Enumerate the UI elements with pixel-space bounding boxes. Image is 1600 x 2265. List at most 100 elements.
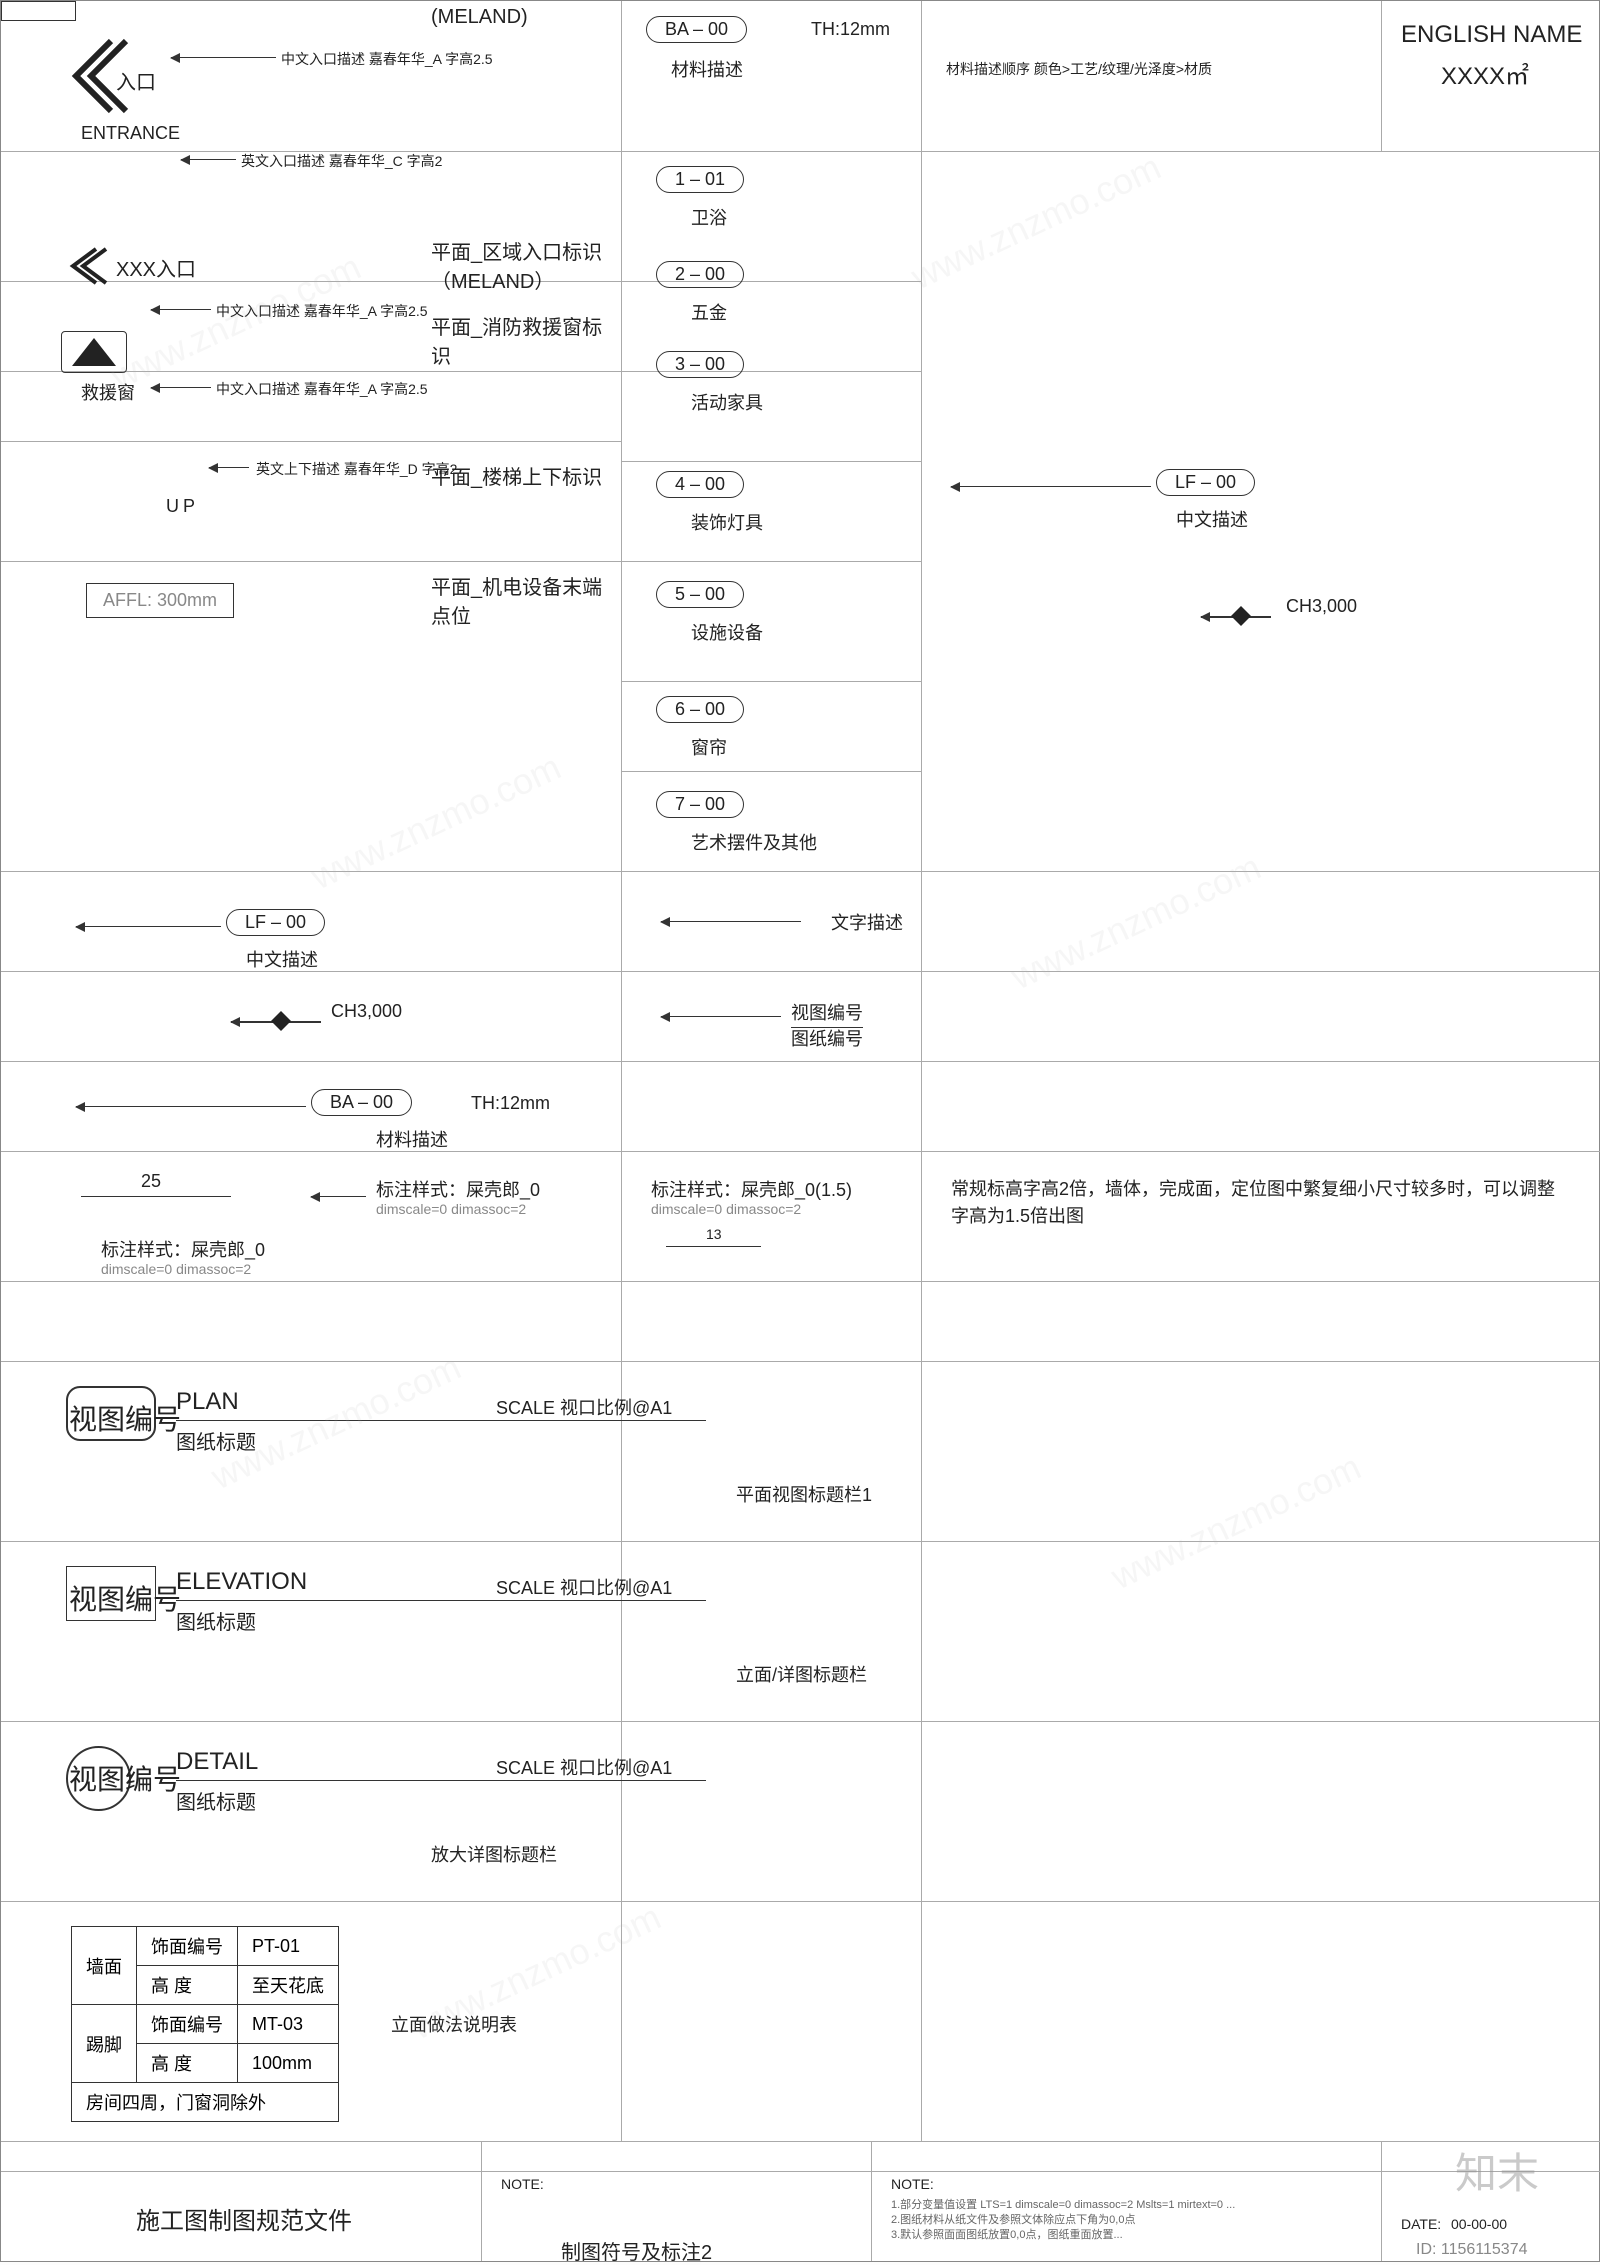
cat-name-5: 窗帘 — [691, 734, 727, 760]
area: XXXX㎡ — [1441, 56, 1529, 91]
material-order: 材料描述顺序 颜色>工艺/纹理/光泽度>材质 — [946, 59, 1212, 79]
gh3 — [1, 371, 921, 372]
cat-name-6: 艺术摆件及其他 — [691, 829, 817, 855]
ba-pill: BA – 00 — [646, 16, 747, 43]
cat-pill-6: 7 – 00 — [656, 791, 744, 818]
mt-c2: PT-01 — [238, 1927, 339, 1966]
dim25: 25 — [141, 1171, 161, 1192]
gh13 — [1, 1361, 1600, 1362]
cat-pill-2: 3 – 00 — [656, 351, 744, 378]
row3-note: 中文入口描述 嘉春年华_A 字高2.5 — [216, 379, 428, 399]
gh4b — [621, 461, 921, 462]
tb-scale-2: SCALE 视口比例@A1 — [496, 1754, 672, 1780]
cat-pill-3: 4 – 00 — [656, 471, 744, 498]
mt-c3: 高 度 — [137, 1966, 238, 2005]
tb-scale-0: SCALE 视口比例@A1 — [496, 1394, 672, 1420]
logo: 知末 — [1455, 2140, 1539, 2201]
gh5a — [1, 561, 621, 562]
material-table: 墙面饰面编号PT-01 高 度至天花底 踢脚饰面编号MT-03 高 度100mm… — [71, 1926, 339, 2122]
row3-label: 救援窗 — [81, 379, 135, 405]
cat-name-3: 装饰灯具 — [691, 509, 763, 535]
gh18 — [1, 2171, 1600, 2172]
view-num1: 视图编号 — [791, 999, 863, 1028]
fv2 — [871, 2141, 872, 2261]
gh12 — [1, 1281, 1600, 1282]
grid-v2 — [921, 1, 922, 2141]
cat-name-0: 卫浴 — [691, 204, 727, 230]
gh11 — [1, 1151, 1600, 1152]
wm: www.znzmo.com — [905, 146, 1168, 298]
diamond-icon — [1231, 606, 1251, 626]
footer-n3: 3.默认参照面面图纸放置0,0点，图纸重面放置... — [891, 2226, 1123, 2242]
text-desc-arrow — [661, 921, 801, 922]
english-name: ENGLISH NAME — [1401, 21, 1582, 49]
gh4a — [1, 441, 621, 442]
dim-note0: dimscale=0 dimassoc=2 — [376, 1201, 526, 1217]
cat-pill-0: 1 – 01 — [656, 166, 744, 193]
tb-scale-1: SCALE 视口比例@A1 — [496, 1574, 672, 1600]
fv1 — [481, 2141, 482, 2261]
th-label: TH:12mm — [811, 19, 890, 40]
gh16 — [1, 1901, 1600, 1902]
affl-box: AFFL: 300mm — [86, 583, 234, 618]
tb-tag-0: 视图编号 — [69, 1398, 181, 1438]
lf2-desc: 中文描述 — [246, 946, 318, 972]
footer-id: ID: 1156115374 — [1416, 2241, 1528, 2259]
material-desc: 材料描述 — [671, 56, 743, 82]
footer-title: 施工图制图规范文件 — [136, 2201, 352, 2236]
wm: www.znzmo.com — [305, 746, 568, 898]
row2-title: 平面_区域入口标识（MELAND） — [431, 236, 611, 294]
cat-name-2: 活动家具 — [691, 389, 763, 415]
entrance-cn: 入口 — [116, 66, 156, 95]
tb-tag-2: 视图编号 — [69, 1758, 181, 1798]
tb-desc-1: 立面/详图标题栏 — [736, 1661, 867, 1687]
lf-desc-r: 中文描述 — [1176, 506, 1248, 532]
ba-code2: BA – 00 — [311, 1089, 412, 1116]
footer-n1: 1.部分变量值设置 LTS=1 dimscale=0 dimassoc=2 Ms… — [891, 2196, 1235, 2212]
cat-pill-1: 2 – 00 — [656, 261, 744, 288]
up-label: UP — [166, 496, 199, 517]
row2-arrow — [61, 241, 111, 296]
meland-label: (MELAND) — [431, 6, 528, 29]
page: (MELAND) BA – 00 TH:12mm 材料描述 材料描述顺序 颜色>… — [0, 0, 1600, 2262]
tb-desc-2: 放大详图标题栏 — [431, 1841, 557, 1867]
affl-small-box — [1, 1, 76, 21]
cat-name-4: 设施设备 — [691, 619, 763, 645]
mt-c1: 饰面编号 — [137, 1927, 238, 1966]
row2-label: XXX入口 — [116, 253, 196, 282]
gh15 — [1, 1721, 1600, 1722]
leader4 — [151, 387, 211, 388]
tb-desc-0: 平面视图标题栏1 — [736, 1481, 872, 1507]
ch-r: CH3,000 — [1286, 596, 1357, 617]
lf2-code: LF – 00 — [226, 909, 325, 936]
gh9 — [1, 971, 1600, 972]
leader3 — [151, 309, 211, 310]
fv3 — [1381, 2141, 1382, 2261]
leader5 — [209, 467, 249, 468]
vn-arrow — [661, 1016, 781, 1017]
gh5b — [621, 561, 921, 562]
mt-kick: 踢脚 — [72, 2005, 137, 2083]
footer-date-lbl: DATE: — [1401, 2216, 1441, 2232]
entrance-note2: 英文入口描述 嘉春年华_C 字高2 — [241, 151, 442, 171]
leader1 — [171, 57, 276, 58]
view-num2: 图纸编号 — [791, 1025, 863, 1051]
triangle-icon — [72, 338, 116, 366]
dim-style15: 标注样式：屎壳郎_0(1.5) — [651, 1176, 852, 1202]
ba-desc: 材料描述 — [376, 1126, 448, 1152]
tb-sub-2: 图纸标题 — [176, 1786, 256, 1815]
lf2-arrow — [76, 926, 221, 927]
text-desc: 文字描述 — [831, 909, 903, 935]
gh7b — [621, 771, 921, 772]
row5-title: 平面_机电设备末端点位 — [431, 571, 611, 629]
cat-pill-5: 6 – 00 — [656, 696, 744, 723]
ch2: CH3,000 — [331, 1001, 402, 1022]
small-arrow-icon — [61, 241, 111, 291]
tb-tag-1: 视图编号 — [69, 1578, 181, 1618]
row2-note: 中文入口描述 嘉春年华_A 字高2.5 — [216, 301, 428, 321]
rescue-box — [61, 331, 127, 373]
gh14 — [1, 1541, 1600, 1542]
wm: www.znzmo.com — [205, 1346, 468, 1498]
ba-arrow — [76, 1106, 306, 1107]
gh8 — [1, 871, 1600, 872]
